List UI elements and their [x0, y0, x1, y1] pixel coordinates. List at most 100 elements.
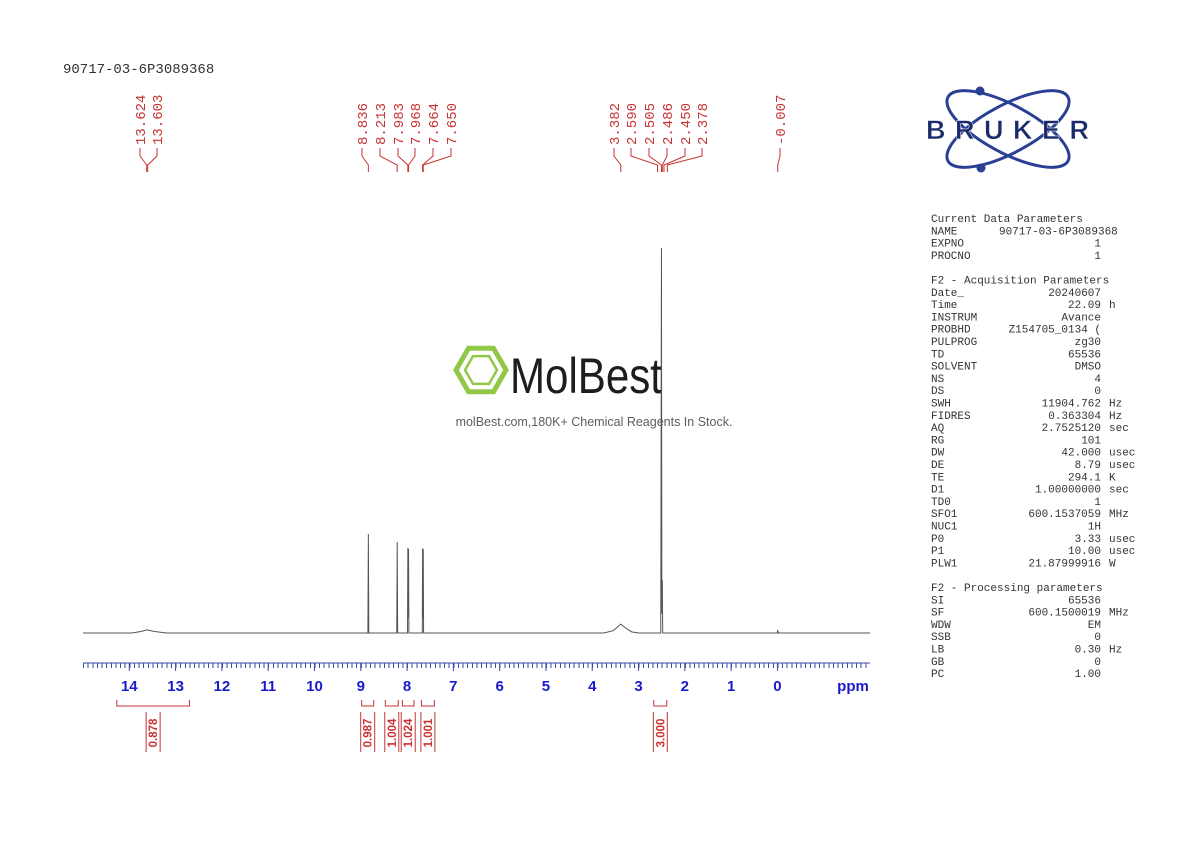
- parameter-key: PROCNO: [931, 251, 971, 263]
- parameter-key: PULPROG: [931, 337, 977, 349]
- parameter-key: SI: [931, 595, 944, 607]
- peak-connector: [397, 148, 409, 172]
- parameter-key: SSB: [931, 632, 951, 644]
- peak-label: 2.590: [625, 103, 641, 145]
- integral-bracket: [116, 700, 190, 707]
- parameter-value: zg30: [1075, 337, 1101, 349]
- integral-bracket: [420, 700, 435, 707]
- parameter-value: 11904.762: [1042, 399, 1101, 411]
- parameter-value: 22.09: [1068, 300, 1101, 312]
- x-tick-label: 8: [403, 678, 411, 695]
- x-tick-label: 6: [495, 678, 503, 695]
- parameter-unit: Hz: [1109, 645, 1122, 657]
- parameter-value: 1: [1094, 497, 1101, 509]
- parameter-key: RG: [931, 435, 944, 447]
- parameter-unit: MHz: [1109, 509, 1129, 521]
- peak-connector: [630, 148, 659, 172]
- parameter-key: NUC1: [931, 522, 958, 534]
- watermark-brand: MolBest: [510, 348, 662, 404]
- parameter-value: 2.7525120: [1042, 423, 1101, 435]
- parameter-key: D1: [931, 485, 945, 497]
- parameter-key: P1: [931, 546, 945, 558]
- x-tick-label: 1: [727, 678, 735, 695]
- x-tick-label: 7: [449, 678, 457, 695]
- parameter-key: SFO1: [931, 509, 958, 521]
- peak-connector: [666, 148, 703, 172]
- parameter-value: 21.87999916: [1028, 558, 1101, 570]
- peak-label: 3.382: [608, 103, 624, 145]
- integral-label: 1.004: [387, 718, 399, 747]
- x-tick-label: 3: [634, 678, 642, 695]
- parameter-key: PROBHD: [931, 325, 971, 337]
- peak-label: 2.378: [696, 103, 712, 145]
- x-tick-label: 9: [357, 678, 365, 695]
- parameter-key: INSTRUM: [931, 312, 977, 324]
- parameter-value: 0: [1094, 386, 1101, 398]
- peak-label: 13.624: [134, 95, 150, 145]
- parameter-value: 90717-03-6P3089368: [999, 226, 1118, 238]
- parameter-value: 8.79: [1075, 460, 1101, 472]
- parameter-key: LB: [931, 645, 945, 657]
- peak-connector: [147, 148, 158, 172]
- parameter-section-title: Current Data Parameters: [931, 214, 1083, 226]
- parameter-value: 1: [1094, 239, 1101, 251]
- parameter-key: TE: [931, 472, 945, 484]
- parameter-key: NAME: [931, 226, 958, 238]
- peak-connector: [663, 148, 686, 172]
- x-tick-label: 13: [167, 678, 184, 695]
- parameter-unit: usec: [1109, 546, 1135, 558]
- parameter-key: TD0: [931, 497, 951, 509]
- peak-label: 7.650: [445, 103, 461, 145]
- x-tick-label: 11: [260, 678, 276, 695]
- x-tick-label: 5: [542, 678, 550, 695]
- parameter-value: 0.30: [1075, 645, 1101, 657]
- parameter-key: PLW1: [931, 558, 958, 570]
- parameter-key: DE: [931, 460, 945, 472]
- integral-label: 0.987: [363, 719, 375, 748]
- parameter-value: 3.33: [1075, 534, 1101, 546]
- parameter-unit: h: [1109, 300, 1116, 312]
- watermark-tagline: molBest.com,180K+ Chemical Reagents In S…: [456, 415, 733, 429]
- sample-title: 90717-03-6P3089368: [63, 62, 214, 78]
- parameter-value: 0: [1094, 657, 1101, 669]
- parameter-key: GB: [931, 657, 945, 669]
- peak-connector: [777, 148, 781, 172]
- peak-connector: [408, 148, 416, 172]
- integral-label: 1.001: [423, 718, 435, 747]
- parameter-value: 65536: [1068, 595, 1101, 607]
- logo-dot: [976, 163, 986, 173]
- parameter-unit: sec: [1109, 423, 1129, 435]
- watermark-hexagon: [453, 345, 509, 395]
- minor-ticks: [83, 663, 870, 668]
- logo-text: BRUKER: [926, 115, 1089, 145]
- integral-label: 0.878: [148, 718, 160, 747]
- logo-orbit: [945, 89, 1071, 169]
- peak-connector: [422, 148, 434, 172]
- x-tick-label: 2: [681, 678, 689, 695]
- peak-label: 13.603: [151, 95, 167, 145]
- x-tick-label: 0: [773, 678, 781, 695]
- peak-label: -0.007: [774, 95, 790, 145]
- parameter-unit: W: [1109, 558, 1116, 570]
- parameter-key: NS: [931, 374, 945, 386]
- parameter-unit: Hz: [1109, 411, 1122, 423]
- peak-connector: [139, 148, 148, 172]
- parameter-value: Z154705_0134 (: [1009, 325, 1101, 337]
- parameter-key: DS: [931, 386, 945, 398]
- parameter-value: Avance: [1061, 312, 1101, 324]
- parameter-key: Time: [931, 300, 957, 312]
- parameter-value: 1: [1094, 251, 1101, 263]
- parameter-unit: MHz: [1109, 608, 1129, 620]
- parameter-key: SF: [931, 608, 944, 620]
- peak-connector: [361, 148, 369, 172]
- parameter-unit: K: [1109, 472, 1116, 484]
- parameter-value: 20240607: [1048, 288, 1101, 300]
- peak-label: 8.213: [374, 103, 390, 145]
- logo-dot: [975, 86, 985, 96]
- peak-label: 2.486: [661, 103, 677, 145]
- peak-connector: [661, 148, 668, 172]
- parameter-key: TD: [931, 349, 945, 361]
- parameter-unit: usec: [1109, 460, 1135, 472]
- peak-label: 7.983: [392, 103, 408, 145]
